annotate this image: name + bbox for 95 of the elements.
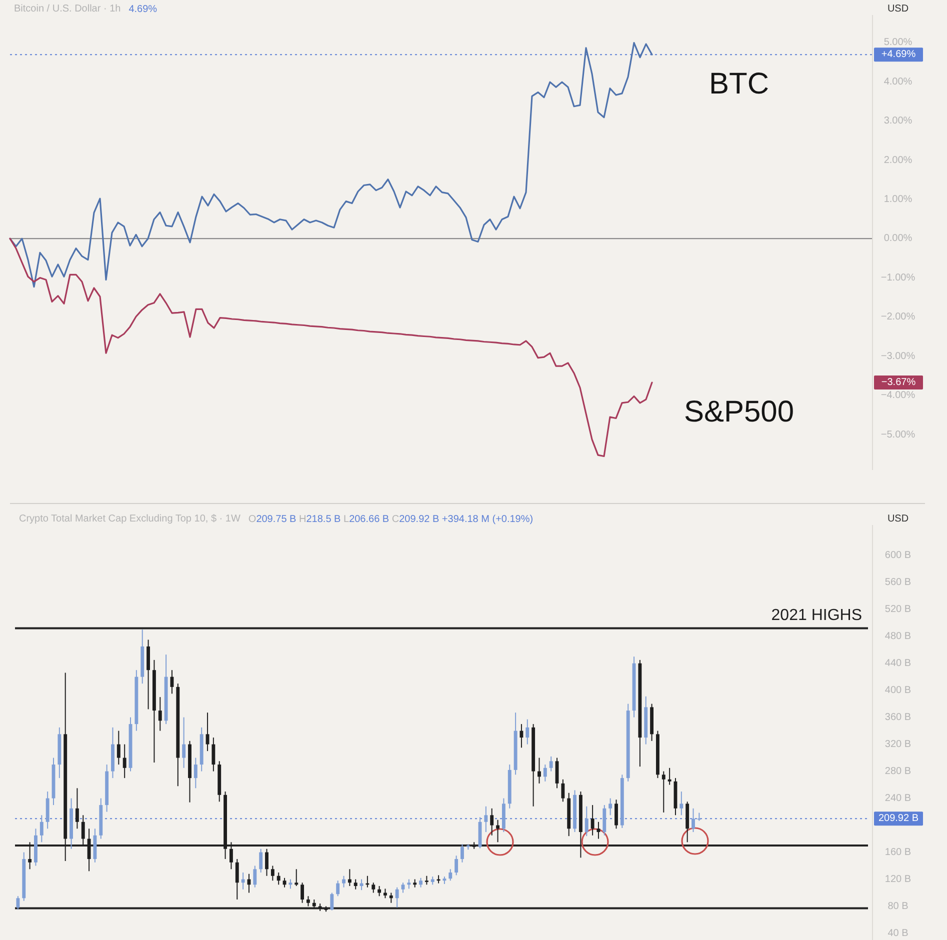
candlestick	[122, 744, 126, 779]
candlestick	[235, 858, 239, 900]
y-tick-label: −2.00%	[880, 312, 916, 323]
y-tick-label: −5.00%	[880, 429, 916, 440]
candlestick	[294, 868, 298, 887]
candlestick	[265, 848, 268, 876]
y-axis-title: USD	[887, 514, 909, 525]
y-tick-label: 120 B	[884, 874, 912, 885]
candlestick	[384, 888, 387, 899]
candlestick	[538, 757, 541, 784]
candlestick	[194, 757, 198, 789]
candlestick	[526, 718, 530, 745]
candlestick	[16, 896, 20, 910]
candlestick	[253, 865, 257, 888]
candlestick	[300, 882, 304, 904]
candlestick	[241, 872, 245, 890]
candlestick	[692, 808, 695, 833]
y-tick-label: 3.00%	[884, 116, 912, 127]
line-series	[9, 42, 653, 288]
candlestick	[212, 737, 216, 772]
candlestick	[596, 821, 600, 840]
chart-title: Bitcoin / U.S. Dollar · 1h	[14, 4, 121, 15]
candlestick	[543, 764, 547, 782]
candlestick	[401, 882, 405, 894]
y-tick-label: 240 B	[884, 792, 912, 804]
candlestick	[662, 770, 666, 813]
ref-line-label: 2021 HIGHS	[771, 607, 862, 624]
candlestick	[354, 878, 358, 890]
candlestick	[46, 791, 50, 830]
line-series	[9, 238, 653, 458]
y-tick-label: 5.00%	[884, 37, 912, 48]
candlestick	[288, 878, 292, 890]
y-tick-label: 320 B	[884, 738, 912, 750]
candlestick	[342, 875, 346, 888]
candlestick	[454, 855, 458, 876]
y-axis-title: USD	[887, 4, 909, 15]
candlestick	[407, 878, 411, 890]
y-tick-label: 0.00%	[884, 233, 912, 244]
series-label: S&P500	[684, 395, 794, 428]
candlestick	[40, 814, 44, 843]
y-tick-label: 560 B	[884, 577, 912, 588]
candlestick	[389, 892, 393, 904]
text: 209.92 B	[878, 813, 919, 824]
y-tick-label: 400 B	[884, 684, 912, 696]
candlestick	[348, 868, 352, 887]
y-tick-label: −1.00%	[880, 272, 916, 284]
y-tick-label: 520 B	[884, 604, 912, 615]
chart-subtitle: 4.69%	[128, 4, 158, 15]
y-tick-label: 40 B	[888, 928, 909, 939]
candlestick	[75, 788, 79, 830]
candlestick	[116, 730, 120, 766]
candlestick	[330, 892, 334, 911]
text: +4.69%	[881, 49, 916, 60]
candlestick	[496, 819, 500, 843]
y-tick-label: 360 B	[884, 712, 912, 723]
y-tick-label: 80 B	[888, 900, 909, 912]
candlestick	[206, 712, 210, 752]
y-tick-label: −3.00%	[880, 350, 916, 362]
y-tick-label: −4.00%	[880, 390, 916, 402]
candlestick	[590, 804, 594, 836]
y-tick-label: 160 B	[884, 846, 912, 858]
chart-title: Crypto Total Market Cap Excluding Top 10, $ · 1W	[19, 514, 241, 525]
candlestick	[549, 756, 553, 772]
candlestick	[608, 798, 612, 816]
candlestick	[484, 806, 488, 833]
y-tick-label: 280 B	[884, 766, 912, 777]
candlestick	[561, 778, 565, 802]
candlestick	[602, 804, 606, 836]
candlestick	[680, 791, 684, 816]
candlestick	[378, 886, 382, 897]
candlestick	[372, 882, 376, 894]
candlestick	[448, 868, 452, 882]
candlestick	[270, 865, 274, 882]
y-tick-label: 600 B	[884, 550, 912, 562]
text: −3.67%	[881, 377, 916, 388]
candlestick	[584, 806, 588, 837]
candlestick	[614, 799, 618, 830]
y-tick-label: 4.00%	[884, 76, 912, 88]
y-tick-label: 480 B	[884, 630, 912, 642]
y-tick-label: 2.00%	[884, 154, 912, 166]
y-tick-label: 440 B	[884, 658, 912, 669]
y-tick-label: 1.00%	[884, 194, 912, 205]
candlestick	[276, 872, 280, 886]
candlestick	[259, 848, 263, 874]
candlestick	[395, 886, 399, 908]
candlestick	[490, 808, 494, 836]
candlestick	[336, 880, 340, 897]
series-label: BTC	[709, 68, 769, 101]
candlestick	[668, 767, 672, 786]
candlestick	[158, 696, 162, 732]
chart-subtitle: O209.75 B H218.5 B L206.66 B C209.92 B +394.18 M (+0.19%)	[248, 514, 534, 525]
candlestick	[419, 877, 422, 888]
candlestick	[146, 639, 150, 710]
candlestick	[460, 844, 464, 863]
candlestick	[182, 716, 186, 768]
